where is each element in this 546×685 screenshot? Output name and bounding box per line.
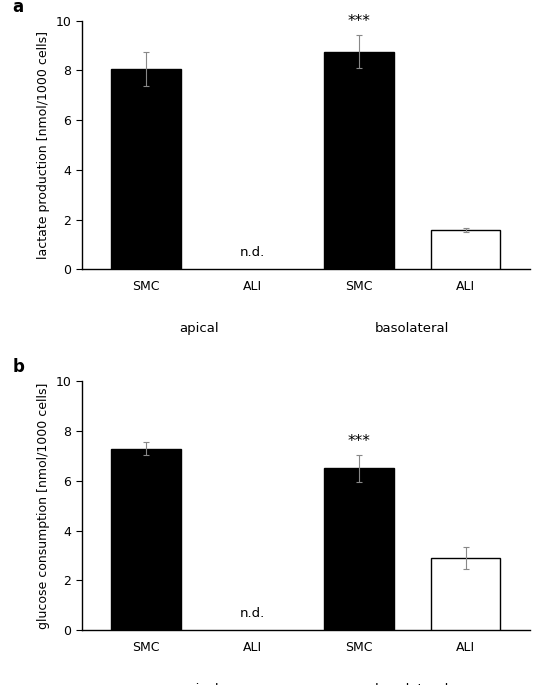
Text: n.d.: n.d.	[240, 607, 265, 620]
Text: n.d.: n.d.	[240, 247, 265, 260]
Y-axis label: lactate production [nmol/1000 cells]: lactate production [nmol/1000 cells]	[37, 31, 50, 259]
Bar	[324, 51, 394, 269]
Text: a: a	[13, 0, 23, 16]
Bar	[111, 69, 181, 269]
Text: basolateral: basolateral	[375, 683, 449, 685]
Bar	[431, 229, 500, 269]
Text: apical: apical	[179, 322, 219, 335]
Text: ***: ***	[348, 14, 371, 29]
Bar	[111, 449, 181, 630]
Bar	[431, 558, 500, 630]
Text: b: b	[13, 358, 25, 376]
Text: basolateral: basolateral	[375, 322, 449, 335]
Text: apical: apical	[179, 683, 219, 685]
Y-axis label: glucose consumption [nmol/1000 cells]: glucose consumption [nmol/1000 cells]	[37, 383, 50, 629]
Text: ***: ***	[348, 434, 371, 449]
Bar	[324, 469, 394, 630]
